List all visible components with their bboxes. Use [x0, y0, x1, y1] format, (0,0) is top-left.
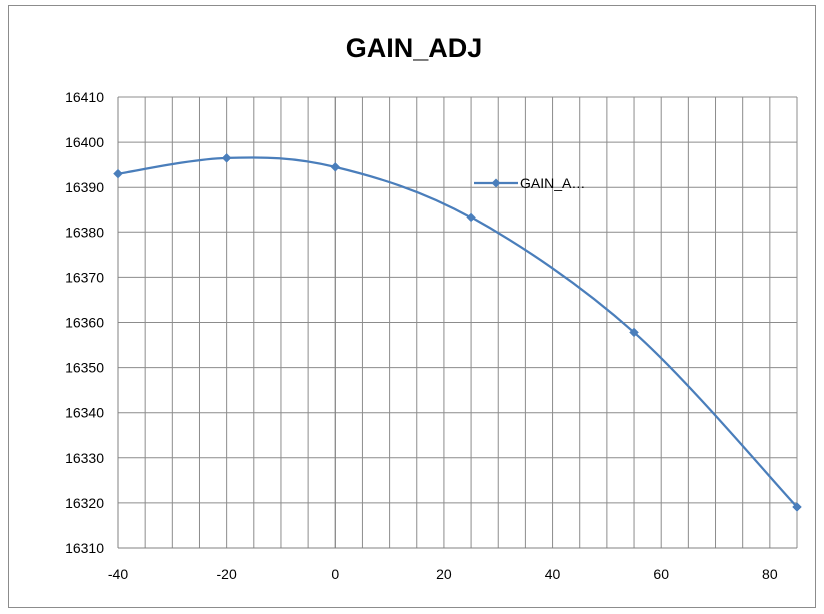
y-tick-label: 16380 — [65, 224, 104, 240]
legend-label: GAIN_A… — [520, 175, 585, 191]
y-tick-labels: 16310 16320 16330 16340 16350 16360 16370 16380… — [65, 89, 104, 556]
y-tick-label: 16360 — [65, 315, 104, 331]
chart-frame — [8, 5, 816, 608]
data-point — [466, 212, 476, 223]
data-point — [221, 153, 232, 163]
y-tick-label: 16310 — [65, 540, 104, 556]
data-point — [330, 162, 341, 172]
y-tick-label: 16340 — [65, 405, 104, 421]
x-tick-label: -40 — [108, 566, 128, 582]
x-tick-label: 80 — [762, 566, 778, 582]
data-point — [629, 327, 639, 338]
data-point — [792, 502, 802, 512]
x-tick-label: -20 — [217, 566, 237, 582]
grid — [117, 96, 798, 549]
x-tick-label: 0 — [331, 566, 339, 582]
y-tick-label: 16350 — [65, 360, 104, 376]
y-tick-label: 16400 — [65, 134, 104, 150]
y-tick-label: 16330 — [65, 450, 104, 466]
x-tick-label: 20 — [436, 566, 452, 582]
y-tick-label: 16370 — [65, 269, 104, 285]
series-line — [117, 156, 798, 508]
y-tick-label: 16320 — [65, 495, 104, 511]
legend-marker — [491, 178, 501, 188]
x-tick-labels: -40 -20 0 20 40 60 80 — [108, 566, 778, 582]
data-point — [113, 168, 123, 179]
y-tick-label: 16410 — [65, 89, 104, 105]
series-group — [113, 153, 802, 512]
chart-title: GAIN_ADJ — [346, 33, 483, 63]
legend: GAIN_A… — [474, 175, 585, 191]
x-tick-label: 60 — [653, 566, 669, 582]
x-tick-label: 40 — [545, 566, 561, 582]
y-tick-label: 16390 — [65, 179, 104, 195]
